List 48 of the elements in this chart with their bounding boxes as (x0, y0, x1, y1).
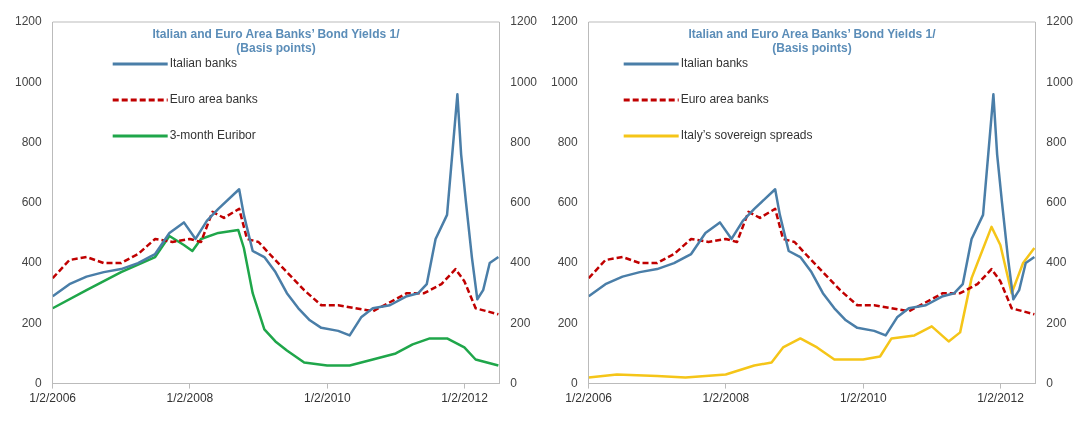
x-tick-label: 1/2/2010 (303, 391, 351, 406)
legend-label: Italian banks (680, 56, 749, 71)
y2-tick-label: 1200 (1046, 14, 1074, 29)
line-series (52, 207, 500, 316)
text: Italian and Euro Area Banks’ Bond Yields 1/ (152, 27, 401, 41)
y2-tick-label: 0 (1046, 375, 1054, 390)
y-tick-label: 600 (21, 195, 43, 210)
y2-tick-label: 600 (510, 195, 531, 210)
legend-label: Euro area banks (169, 92, 258, 107)
legend-label: Italy’s sovereign spreads (680, 128, 813, 143)
y2-tick-label: 800 (1046, 134, 1067, 149)
y2-tick-label: 1000 (510, 74, 538, 89)
y-tick-label: 1000 (550, 74, 579, 89)
legend-label: 3-month Euribor (169, 128, 256, 143)
legend-label: Euro area banks (680, 92, 769, 107)
y2-tick-label: 200 (1046, 315, 1067, 330)
y-tick-label: 1200 (14, 14, 43, 29)
y-tick-label: 600 (557, 195, 579, 210)
y-tick-label: 800 (557, 134, 579, 149)
y-tick-label: 400 (557, 255, 579, 270)
y-tick-label: 0 (571, 375, 579, 390)
x-tick-label: 1/2/2006 (565, 391, 613, 406)
y-tick-label: 0 (35, 375, 43, 390)
text: Italian and Euro Area Banks’ Bond Yields 1/ (688, 27, 937, 41)
x-tick-label: 1/2/2008 (702, 391, 750, 406)
x-tick-label: 1/2/2008 (166, 391, 214, 406)
y-tick-label: 400 (21, 255, 43, 270)
y-tick-label: 800 (21, 134, 43, 149)
text: (Basis points) (236, 41, 316, 55)
y-tick-label: 1000 (14, 74, 43, 89)
x-tick-label: 1/2/2010 (839, 391, 887, 406)
line-series (588, 207, 1036, 316)
x-tick-label: 1/2/2012 (441, 391, 489, 406)
y2-tick-label: 400 (1046, 255, 1067, 270)
y2-tick-label: 800 (510, 134, 531, 149)
text: (Basis points) (772, 41, 852, 55)
y-tick-label: 1200 (550, 14, 579, 29)
y-tick-label: 200 (557, 315, 579, 330)
x-tick-label: 1/2/2006 (29, 391, 77, 406)
y2-tick-label: 1200 (510, 14, 538, 29)
y2-tick-label: 1000 (1046, 74, 1074, 89)
y2-tick-label: 0 (510, 375, 518, 390)
legend-label: Italian banks (169, 56, 238, 71)
x-tick-label: 1/2/2012 (977, 391, 1025, 406)
y2-tick-label: 200 (510, 315, 531, 330)
y2-tick-label: 600 (1046, 195, 1067, 210)
y2-tick-label: 400 (510, 255, 531, 270)
y-tick-label: 200 (21, 315, 43, 330)
